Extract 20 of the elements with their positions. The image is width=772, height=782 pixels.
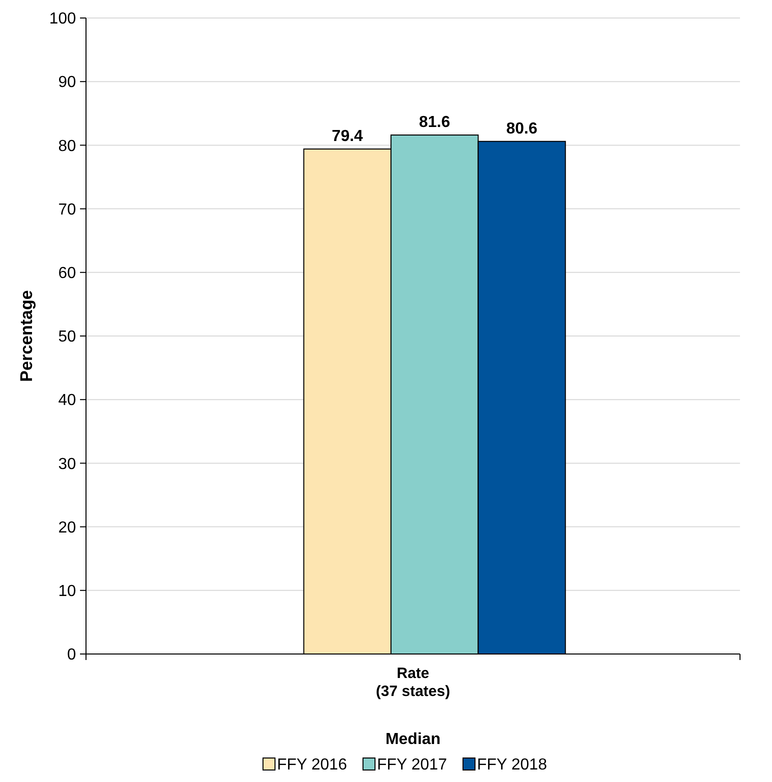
y-tick-label: 20 bbox=[58, 519, 76, 536]
y-tick-label: 70 bbox=[58, 201, 76, 218]
legend-label: FFY 2018 bbox=[477, 756, 548, 774]
y-tick-label: 80 bbox=[58, 138, 76, 155]
legend-label: FFY 2017 bbox=[377, 756, 448, 774]
data-label: 81.6 bbox=[419, 114, 450, 132]
y-tick-label: 100 bbox=[49, 10, 76, 28]
legend-title: Median bbox=[385, 731, 441, 748]
y-tick-label: 40 bbox=[58, 392, 76, 410]
y-axis-title: Percentage bbox=[17, 290, 36, 382]
y-tick-label: 10 bbox=[58, 583, 76, 600]
y-tick-label: 0 bbox=[67, 646, 76, 664]
y-tick-label: 90 bbox=[58, 74, 76, 92]
y-tick-label: 50 bbox=[58, 328, 76, 346]
data-label: 79.4 bbox=[332, 128, 364, 146]
data-label: 80.6 bbox=[506, 120, 538, 138]
x-tick-label: Rate (37 states) bbox=[376, 665, 450, 700]
y-tick-label: 60 bbox=[58, 265, 76, 282]
y-tick-label: 30 bbox=[58, 456, 76, 473]
legend-label: FFY 2016 bbox=[277, 756, 348, 774]
